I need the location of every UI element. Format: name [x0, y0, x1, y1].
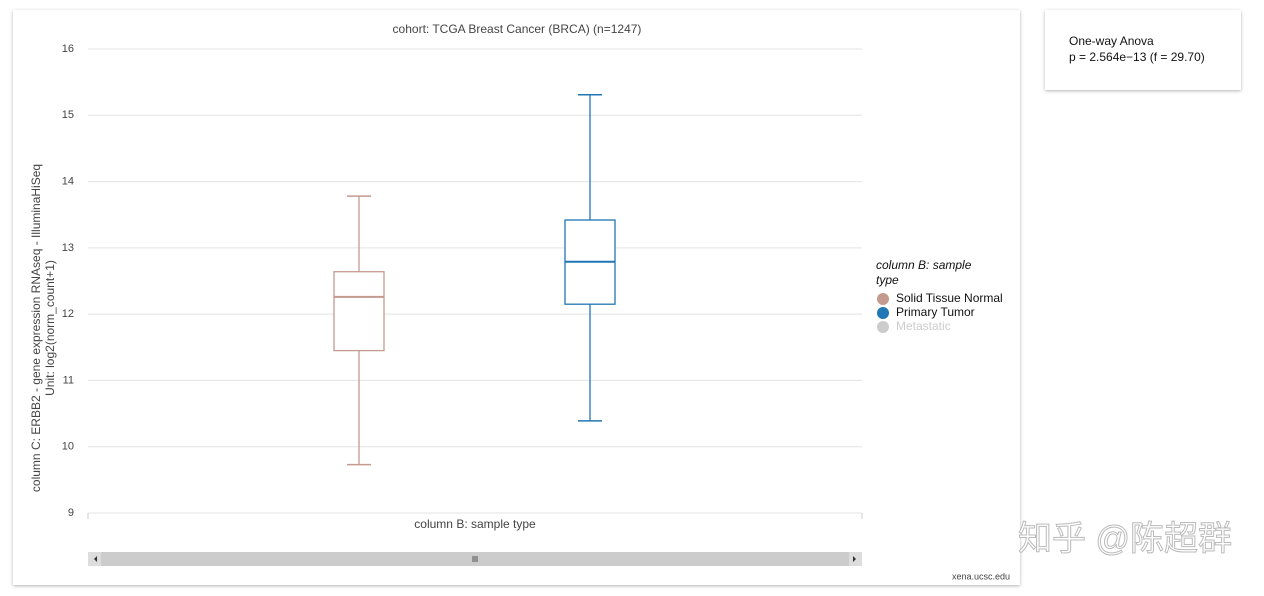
y-tick-label: 9	[68, 507, 74, 519]
y-tick-label: 14	[62, 175, 74, 187]
legend-label: Solid Tissue Normal	[896, 291, 1003, 305]
legend-title: column B: sample type	[876, 258, 972, 287]
y-tick-label: 12	[62, 308, 74, 320]
scrollbar[interactable]	[88, 552, 862, 566]
legend-marker	[877, 307, 889, 319]
box	[333, 271, 385, 352]
chart-card	[13, 10, 1020, 585]
y-tick-label: 11	[63, 374, 74, 386]
source: xena.ucsc.edu	[952, 571, 1010, 581]
y-tick-label: 15	[62, 109, 74, 121]
y-axis-label: Unit: log2(norm_count+1)	[43, 260, 57, 396]
legend-marker	[877, 321, 889, 333]
x-axis-label: column B: sample type	[414, 517, 536, 531]
y-tick-label: 16	[62, 43, 74, 55]
legend-label: Primary Tumor	[896, 305, 975, 319]
stats-card	[1045, 10, 1241, 90]
annotation: p = 2.564e−13 (f = 29.70)	[1069, 50, 1205, 64]
legend-marker	[877, 293, 889, 305]
y-tick-label: 13	[62, 242, 74, 254]
chart-title: cohort: TCGA Breast Cancer (BRCA) (n=124…	[393, 22, 642, 36]
watermark: 知乎 @陈超群	[1018, 520, 1232, 558]
annotation: One-way Anova	[1069, 34, 1154, 48]
y-tick-label: 10	[62, 441, 74, 453]
legend-label: Metastatic	[896, 319, 951, 333]
y-axis-label: column C: ERBB2 - gene expression RNAseq…	[29, 164, 43, 492]
scroll-grip	[472, 556, 478, 562]
